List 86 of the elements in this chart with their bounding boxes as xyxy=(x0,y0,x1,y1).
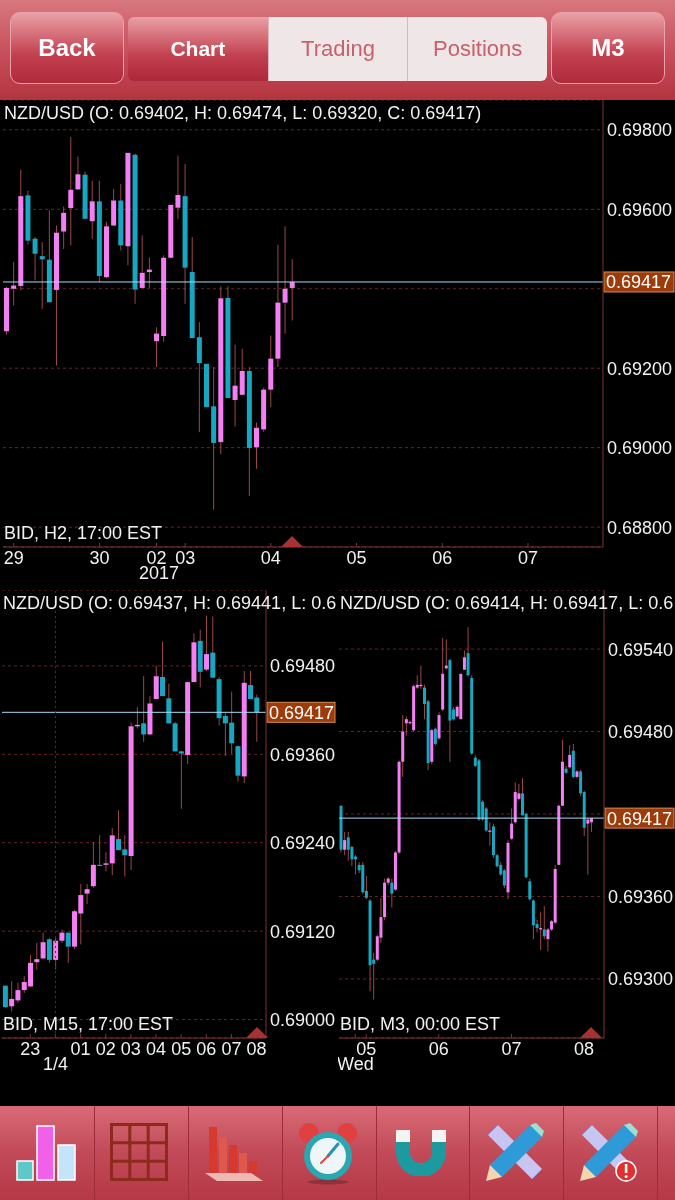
candlestick xyxy=(254,422,259,470)
x-tick-label: 02 xyxy=(95,1039,116,1059)
y-tick-label: 0.69300 xyxy=(608,969,674,990)
text: BID, M3, 00:00 EST xyxy=(340,1014,501,1034)
y-tick-label: 0.69000 xyxy=(270,1010,336,1031)
candlestick xyxy=(437,711,441,741)
candlestick xyxy=(84,883,90,905)
y-tick-label: 0.69480 xyxy=(608,722,674,743)
x-tick-label: 29 xyxy=(3,548,24,568)
x-tick-label: 06 xyxy=(196,1039,217,1059)
y-tick-label: 0.68800 xyxy=(607,517,673,538)
candlestick xyxy=(11,261,17,306)
y-tick-label: 0.69540 xyxy=(608,639,674,660)
y-tick-label: 0.69480 xyxy=(270,656,336,677)
y-tick-label: 0.69000 xyxy=(607,438,673,459)
tab: Positions xyxy=(407,17,547,81)
y-tick-label: 0.69800 xyxy=(607,120,673,141)
chart-title: NZD/USD (O: 0.69437, H: 0.69441, L: 0.6 xyxy=(3,593,337,613)
candlestick xyxy=(90,841,96,889)
candlestick xyxy=(68,136,74,246)
candlestick xyxy=(32,236,38,281)
candlestick xyxy=(542,905,546,940)
candlestick xyxy=(40,932,46,960)
x-tick-label: 23 xyxy=(20,1039,41,1059)
candlestick xyxy=(75,155,81,190)
candlestick xyxy=(103,851,109,872)
candlestick xyxy=(346,831,350,862)
candlestick xyxy=(466,626,470,678)
ref-line-label: 0.69417 xyxy=(606,272,672,293)
candlestick xyxy=(510,808,514,841)
chart-title: NZD/USD (O: 0.69414, H: 0.69417, L: 0.6 xyxy=(340,593,674,613)
y-tick-label: 0.69240 xyxy=(270,833,336,854)
x-tick-label: 06 xyxy=(432,548,453,568)
candlestick xyxy=(46,937,52,964)
candlestick xyxy=(404,715,408,737)
candlestick xyxy=(141,675,147,743)
candlestick xyxy=(153,665,159,700)
x-tick-label: 01 xyxy=(70,1039,91,1059)
candlestick xyxy=(564,765,568,775)
candlestick xyxy=(65,932,71,964)
button: Back xyxy=(10,12,124,84)
tab: Chart xyxy=(128,17,268,81)
x-tick-label: 08 xyxy=(574,1039,595,1059)
y-tick-label: 0.69120 xyxy=(270,921,336,942)
x-tick-label: 04 xyxy=(145,1039,167,1059)
x-tick-label: 07 xyxy=(517,548,539,568)
x-tick-label: 04 xyxy=(260,548,281,568)
x-tick-label: 07 xyxy=(501,1039,522,1059)
candlestick xyxy=(462,649,466,671)
x-tick-label: 06 xyxy=(428,1039,449,1059)
candlestick xyxy=(239,348,245,396)
y-tick-label: 0.69360 xyxy=(608,886,674,907)
x-tick-label: 08 xyxy=(246,1039,267,1059)
candlestick xyxy=(502,868,506,889)
candlestick xyxy=(390,878,394,908)
x-tick-label: 03 xyxy=(120,1039,141,1059)
candlestick xyxy=(154,326,159,368)
candlestick xyxy=(61,205,67,250)
y-tick-label: 0.69360 xyxy=(270,744,336,765)
x-tick-label: 30 xyxy=(89,548,110,568)
candlestick xyxy=(232,344,238,428)
chart-title: NZD/USD (O: 0.69402, H: 0.69474, L: 0.69320, C: 0.69417) xyxy=(4,103,482,123)
candlestick xyxy=(178,750,184,810)
candlestick xyxy=(204,615,210,672)
candlestick xyxy=(89,180,95,240)
text: BID, H2, 17:00 EST xyxy=(4,523,163,543)
x-tick-label: 05 xyxy=(346,548,367,568)
ref-line-label: 0.69417 xyxy=(269,702,335,723)
text: BID, M15, 17:00 EST xyxy=(3,1014,174,1034)
button: M3 xyxy=(551,12,665,84)
candlestick xyxy=(343,831,347,856)
candlestick xyxy=(568,744,572,770)
tab: Trading xyxy=(267,17,408,81)
candlestick xyxy=(528,878,532,902)
ref-line-label: 0.69417 xyxy=(607,808,673,829)
x-tick-label: 05 xyxy=(171,1039,192,1059)
candlestick xyxy=(282,225,288,335)
x-tick-label: 07 xyxy=(221,1039,242,1059)
candlestick xyxy=(160,641,166,697)
x-tick-label: 1/4 xyxy=(42,1054,68,1074)
candlestick xyxy=(175,155,181,220)
candlestick xyxy=(39,241,45,310)
y-tick-label: 0.69600 xyxy=(607,199,673,220)
y-tick-label: 0.69200 xyxy=(607,358,673,379)
candlestick xyxy=(34,942,40,970)
candlestick xyxy=(229,691,235,755)
